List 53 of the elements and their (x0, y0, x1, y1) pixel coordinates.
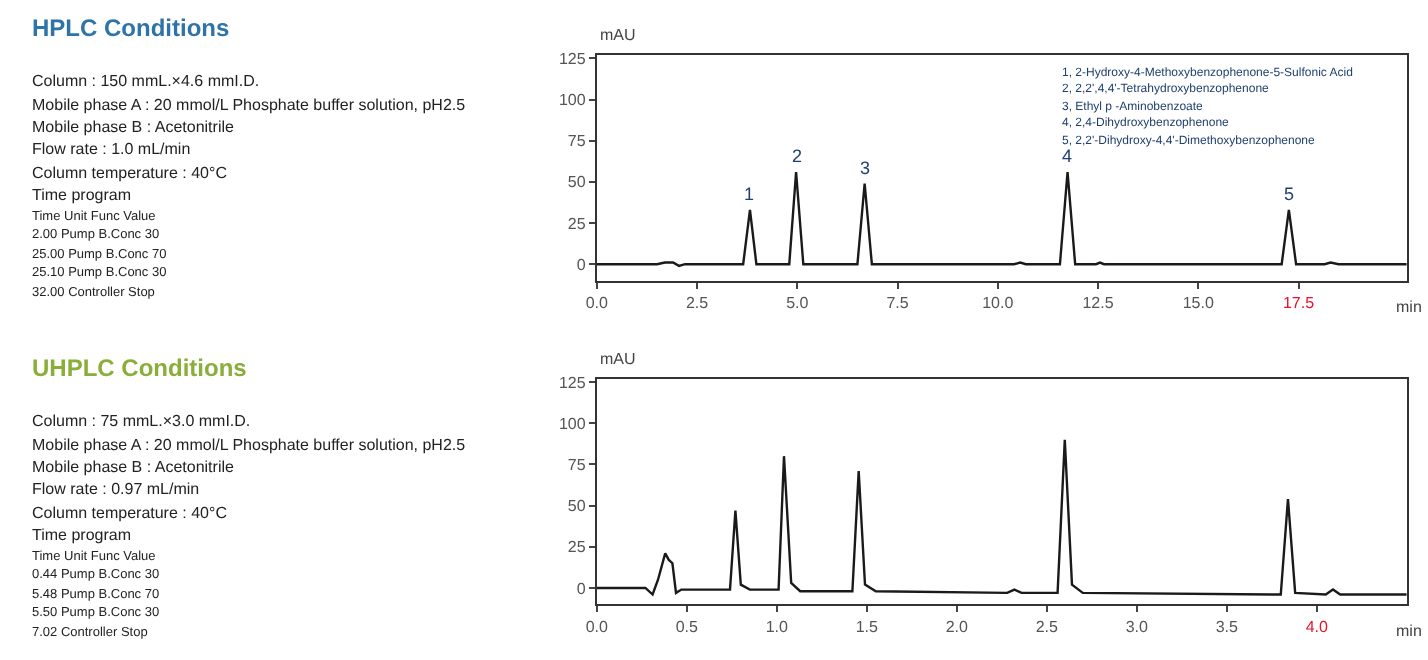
y-tick-label: 75 (567, 132, 587, 151)
x-tick-label: 0.0 (585, 293, 610, 312)
x-tick-label: 0.5 (675, 617, 700, 636)
text: Mobile phase A : 20 mmol/L Phosphate buffer solution, pH2.5 (32, 96, 467, 114)
x-tick-label: 4.0 (1305, 617, 1329, 636)
y-tick-label: 125 (558, 49, 587, 68)
x-tick-label: 5.0 (786, 293, 810, 312)
x-tick-label: 7.5 (886, 293, 910, 312)
annotation: 3 (860, 158, 871, 178)
y-tick-label: 100 (558, 414, 587, 433)
text: Flow rate : 1.0 mL/min (32, 140, 191, 158)
x-tick-label: 0.0 (585, 617, 610, 636)
x-tick-label: 10.0 (982, 293, 1015, 312)
text: UHPLC Conditions (32, 354, 248, 382)
x-axis-title: min (1396, 298, 1422, 316)
text: Mobile phase B : Acetonitrile (32, 458, 235, 476)
y-axis-title: mAU (600, 26, 636, 44)
x-tick-label: 2.5 (685, 293, 710, 312)
text: Flow rate : 0.97 mL/min (32, 480, 200, 498)
x-tick-label: 2.5 (1035, 617, 1060, 636)
annotation: 5 (1284, 184, 1295, 204)
y-tick-label: 100 (558, 91, 587, 110)
y-tick-label: 75 (567, 456, 587, 475)
annotation: 4 (1062, 146, 1073, 166)
text: Mobile phase B : Acetonitrile (32, 118, 235, 136)
x-tick-label: 15.0 (1182, 293, 1215, 312)
y-tick-label: 25 (567, 214, 587, 233)
annotation: 2 (792, 146, 803, 166)
text: Column : 75 mmL.×3.0 mmI.D. (32, 412, 251, 430)
x-axis-title: min (1396, 622, 1422, 640)
x-tick-label: 3.0 (1125, 617, 1149, 636)
y-tick-label: 50 (567, 497, 587, 516)
text: Column : 150 mmL.×4.6 mmI.D. (32, 72, 260, 90)
x-tick-label: 2.0 (945, 617, 970, 636)
text: HPLC Conditions (32, 14, 230, 42)
y-axis-title: mAU (600, 350, 636, 368)
text: Column temperature : 40°C (32, 504, 228, 522)
y-tick-label: 50 (567, 173, 587, 192)
text: Column temperature : 40°C (32, 164, 228, 182)
y-tick-label: 125 (558, 373, 587, 392)
text: Mobile phase A : 20 mmol/L Phosphate buffer solution, pH2.5 (32, 436, 467, 454)
x-tick-label: 3.5 (1215, 617, 1239, 636)
text: Time program (32, 526, 132, 544)
y-tick-label: 0 (576, 579, 587, 598)
x-tick-label: 1.0 (765, 617, 790, 636)
y-tick-label: 25 (567, 538, 587, 557)
line-series (596, 438, 1407, 596)
x-tick-label: 17.5 (1282, 293, 1316, 312)
x-tick-label: 12.5 (1082, 293, 1115, 312)
annotation: 1 (744, 184, 755, 204)
x-tick-label: 1.5 (855, 617, 880, 636)
y-tick-label: 0 (576, 255, 587, 274)
text: Time program (32, 186, 132, 204)
